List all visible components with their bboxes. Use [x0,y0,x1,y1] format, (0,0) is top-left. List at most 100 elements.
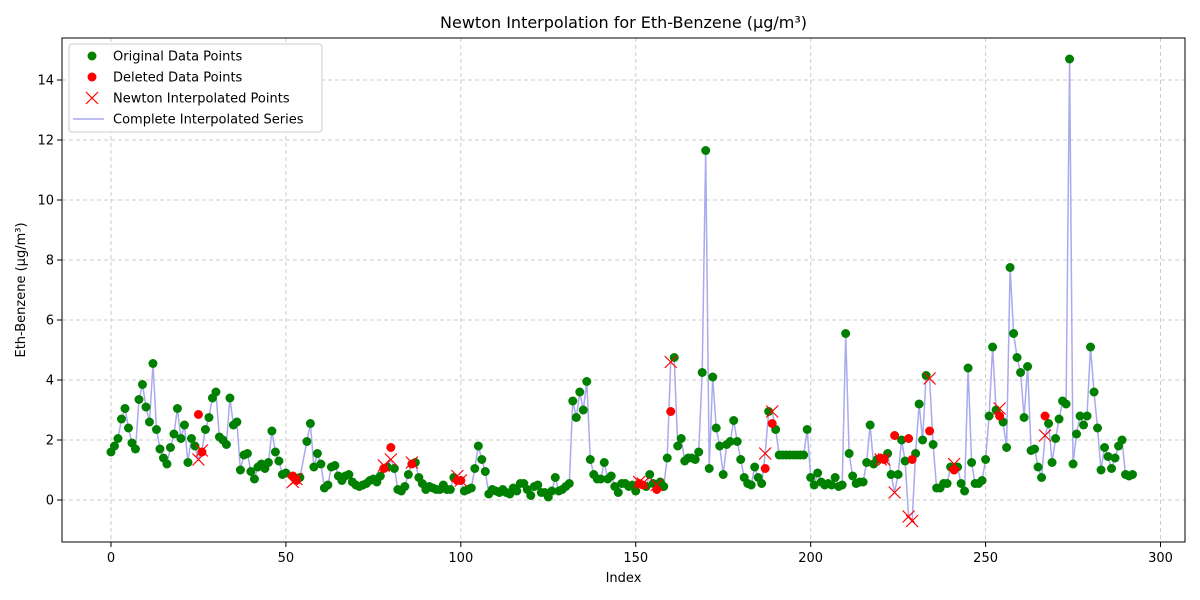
x-tick-label: 200 [798,551,823,566]
original-point [190,441,200,451]
original-point [547,486,557,496]
interpolated-point [765,405,779,418]
original-point [711,423,721,433]
original-point [1047,458,1057,467]
original-point [715,441,725,451]
original-point [1103,452,1113,461]
original-point [669,353,679,362]
original-point [862,458,872,467]
original-point [512,486,522,496]
y-tick-label: 10 [37,194,54,209]
interpolated-point [195,444,209,457]
original-point [977,476,987,485]
original-point [697,368,707,377]
interpolated-point [923,372,937,385]
y-tick-label: 4 [46,374,54,389]
original-point [827,480,837,490]
original-point [676,434,686,443]
original-point [1079,420,1089,430]
original-point [844,449,854,458]
original-point [984,411,994,421]
x-tick-label: 150 [623,551,648,566]
original-point [186,434,196,443]
original-point [1110,453,1120,463]
interpolated-point [877,453,891,466]
original-point [323,480,333,490]
original-point [403,470,413,479]
original-point [988,342,998,352]
original-point [1075,411,1085,421]
interpolated-point [636,477,650,490]
original-point [309,462,319,472]
interpolated-point [905,514,919,528]
original-point [701,146,711,155]
original-point [470,464,480,473]
deleted-point [925,426,935,436]
original-point [246,467,256,476]
original-point [316,459,326,469]
original-point [571,413,581,422]
original-point [718,470,728,479]
original-point [830,473,840,482]
interpolated-point [874,453,888,466]
original-point [151,425,161,434]
legend-marker [87,51,97,61]
interpolated-point [888,486,902,499]
original-point [162,459,172,469]
original-point [274,456,284,466]
original-point [809,480,819,490]
original-point [1065,54,1075,64]
original-point [914,399,924,409]
x-tick-label: 300 [1148,551,1173,566]
original-point [120,404,130,413]
y-axis-label: Eth-Benzene (µg/m³) [14,222,29,357]
original-point [690,455,700,464]
interpolated-point [947,457,961,471]
deleted-point [904,434,914,443]
original-point [211,387,221,397]
interpolated-point [758,447,772,460]
original-point [1023,362,1033,371]
interpolated-point [192,453,205,466]
original-point [400,482,410,491]
deleted-point [407,459,417,469]
original-point [1061,399,1071,409]
deleted-point [1040,411,1050,421]
interpolated-point [384,453,398,466]
original-point [802,425,812,434]
y-tick-label: 14 [37,74,54,89]
original-point [1005,263,1015,272]
original-point [837,480,847,490]
original-point [267,426,277,436]
original-point [750,462,760,472]
original-point [1019,413,1029,422]
deleted-point [193,410,203,419]
original-point [928,440,938,449]
original-point [585,455,595,464]
original-point [1051,434,1061,443]
original-point [1037,473,1047,482]
x-tick-label: 100 [448,551,473,566]
original-point [113,434,123,443]
deleted-point [379,464,389,473]
original-point [172,404,182,413]
original-point [1128,470,1138,479]
original-point [1089,387,1099,397]
original-point [893,470,903,479]
deleted-point [760,464,770,473]
original-point [330,461,340,470]
original-point [232,417,242,427]
legend-item: Newton Interpolated Points [85,91,290,107]
original-point [263,458,273,467]
original-point [302,437,312,446]
deleted-point [652,485,662,494]
original-point [249,474,259,484]
legend-marker [85,91,99,105]
original-point [662,453,672,463]
original-point [137,380,147,389]
original-point [1100,443,1110,452]
original-point [757,479,767,488]
original-point [235,465,245,475]
original-point [729,416,739,425]
